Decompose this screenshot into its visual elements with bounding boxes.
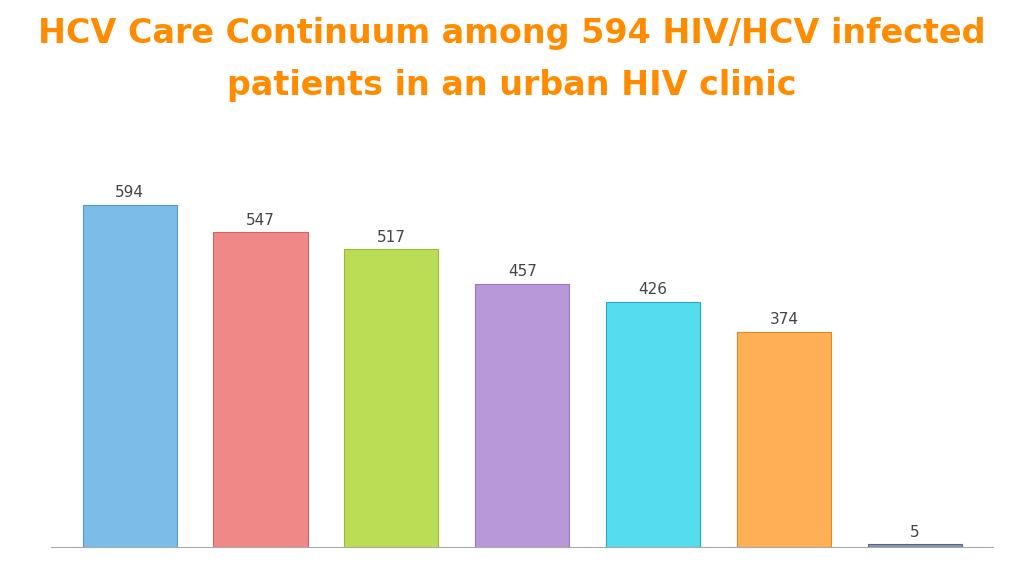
Bar: [344, 249, 438, 547]
Text: 5: 5: [910, 525, 920, 540]
Text: 426: 426: [639, 282, 668, 297]
Text: 517: 517: [377, 230, 406, 245]
Bar: [867, 544, 962, 547]
Bar: [737, 332, 831, 547]
Bar: [83, 205, 177, 547]
Bar: [475, 284, 569, 547]
Text: 594: 594: [116, 185, 144, 200]
Text: patients in an urban HIV clinic: patients in an urban HIV clinic: [227, 69, 797, 102]
Text: HCV Care Continuum among 594 HIV/HCV infected: HCV Care Continuum among 594 HIV/HCV inf…: [38, 17, 986, 50]
Bar: [606, 302, 700, 547]
Text: 374: 374: [769, 312, 799, 327]
Text: 457: 457: [508, 264, 537, 279]
Bar: [213, 232, 307, 547]
Text: 547: 547: [246, 213, 275, 228]
